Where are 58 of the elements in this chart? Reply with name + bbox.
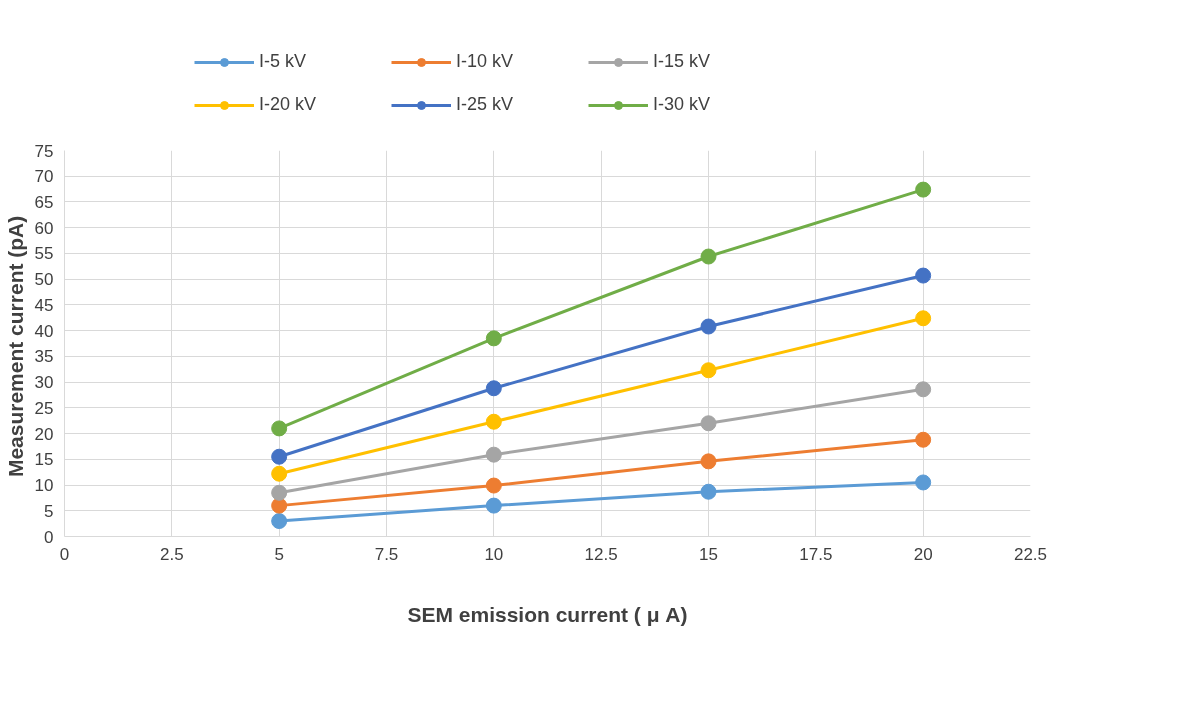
- y-tick-label: 0: [44, 527, 54, 547]
- point: [485, 477, 502, 494]
- y-tick-label: 70: [34, 167, 54, 187]
- y-tick-label: 40: [34, 321, 54, 341]
- y-tick-label: 10: [34, 476, 54, 496]
- y-tick-label: 15: [34, 450, 54, 470]
- point: [700, 318, 717, 335]
- y-tick-label: 45: [34, 295, 54, 315]
- x-tick-label: 2.5: [160, 544, 184, 564]
- y-tick-label: 65: [34, 192, 54, 212]
- y-tick-label: 50: [34, 270, 54, 290]
- x-tick-label: 12.5: [584, 544, 618, 564]
- point: [915, 310, 932, 327]
- legend-label: I-10 kV: [456, 51, 515, 72]
- x-axis-title: SEM emission current ( μ A): [407, 602, 688, 626]
- point: [700, 483, 717, 500]
- point: [485, 446, 502, 463]
- point: [700, 248, 717, 265]
- point: [271, 497, 288, 514]
- point: [700, 453, 717, 470]
- point: [485, 497, 502, 514]
- x-tick-label: 7.5: [374, 544, 399, 564]
- y-tick-label: 30: [34, 373, 54, 393]
- point: [915, 474, 932, 491]
- x-tick-label: 20: [913, 544, 933, 564]
- point: [485, 330, 502, 347]
- point: [271, 465, 288, 482]
- y-tick-label: 20: [34, 424, 54, 444]
- legend-label: I-30 kV: [653, 94, 712, 115]
- legend-label: I-20 kV: [259, 94, 318, 115]
- point: [700, 415, 717, 432]
- y-tick-label: 25: [34, 398, 54, 418]
- point: [915, 431, 932, 448]
- point: [485, 380, 502, 397]
- point: [271, 448, 288, 465]
- y-axis-title: Measurement current (pA): [3, 215, 27, 478]
- y-tick-label: 75: [34, 141, 54, 161]
- legend-label: I-5 kV: [259, 51, 307, 72]
- y-tick-label: 35: [34, 347, 54, 367]
- x-tick-label: 5: [274, 544, 284, 564]
- point: [271, 420, 288, 437]
- y-tick-label: 55: [34, 244, 54, 264]
- legend-label: I-25 kV: [456, 94, 515, 115]
- point: [271, 513, 288, 530]
- x-tick-label: 10: [484, 544, 504, 564]
- x-tick-label: 0: [59, 544, 70, 564]
- point: [700, 362, 717, 379]
- y-tick-label: 60: [34, 218, 54, 238]
- point: [915, 381, 932, 398]
- point: [271, 484, 288, 501]
- x-tick-label: 15: [699, 544, 718, 564]
- point: [485, 413, 502, 430]
- legend-label: I-15 kV: [653, 51, 712, 72]
- x-tick-label: 17.5: [799, 544, 833, 564]
- x-tick-label: 22.5: [1013, 544, 1048, 564]
- y-tick-label: 5: [44, 501, 54, 521]
- point: [915, 267, 932, 284]
- point: [915, 181, 932, 198]
